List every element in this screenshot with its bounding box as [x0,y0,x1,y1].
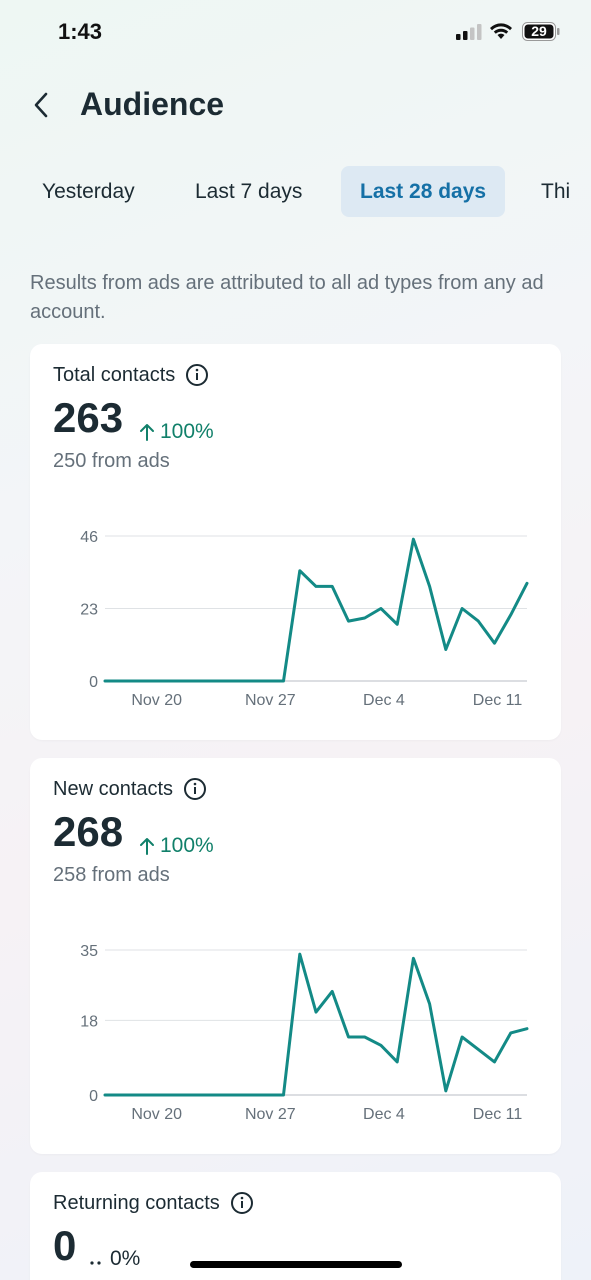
info-icon[interactable] [183,777,207,801]
cellular-signal-icon [456,24,482,40]
y-tick-label: 46 [80,529,98,546]
dots-icon [90,1261,101,1265]
x-tick-label: Nov 20 [131,1106,182,1123]
info-icon[interactable] [185,363,209,387]
change-indicator: 0% [88,1247,140,1271]
from-ads-text: 250 from ads [53,450,170,472]
metric-value: 0 [53,1222,77,1269]
attribution-note: Results from ads are attributed to all a… [30,272,544,323]
change-percent: 100% [160,834,214,857]
x-tick-label: Dec 4 [363,692,405,709]
status-time: 1:43 [58,19,103,44]
card-title-wrap: Total contacts [53,363,209,387]
change-percent: 100% [160,420,214,443]
new-contacts-card: New contacts 268 100% 258 from ads 0 18 35… [30,758,561,1154]
card-title-wrap: Returning contacts [53,1191,254,1215]
change-indicator: 100% [138,834,214,858]
tab-yesterday[interactable]: Yesterday [42,180,135,203]
metric-value: 263 [53,394,124,441]
y-tick-label: 18 [80,1013,98,1030]
tab-last-7-days[interactable]: Last 7 days [195,180,303,203]
x-tick-label: Dec 11 [473,1106,523,1123]
info-icon[interactable] [230,1191,254,1215]
x-tick-label: Nov 20 [131,692,182,709]
from-ads-text: 258 from ads [53,864,170,886]
arrow-up-icon [140,424,154,441]
page-title: Audience [80,86,225,122]
y-tick-label: 35 [80,943,98,960]
x-tick-label: Nov 27 [245,692,296,709]
tab-last-28-days[interactable]: Last 28 days [341,166,506,217]
home-indicator [190,1261,402,1268]
series-line [103,537,529,683]
back-arrow-icon[interactable] [28,90,58,120]
y-tick-label: 23 [80,602,98,619]
battery-icon [522,22,560,41]
metric-value: 268 [53,808,124,855]
card-title: Total contacts [53,363,176,386]
status-bar: 1:43 29 [0,0,591,64]
y-tick-label: 0 [89,674,98,691]
arrow-up-icon [140,838,154,855]
total-contacts-chart: 0 23 46 Nov 20 Nov 27 Dec 4 Dec 11 [80,529,529,709]
wifi-icon [490,23,512,39]
total-contacts-card: Total contacts 263 100% 250 from ads 0 23… [30,344,561,740]
change-percent: 0% [110,1247,141,1270]
x-tick-label: Dec 4 [363,1106,405,1123]
battery-level: 29 [531,23,547,39]
tab-this-month[interactable]: Thi [541,180,571,203]
card-title: Returning contacts [53,1191,220,1214]
y-tick-label: 0 [89,1088,98,1105]
series-line [103,952,529,1097]
x-tick-label: Dec 11 [473,692,523,709]
date-range-tabs: Yesterday Last 7 days Last 28 days Thi [0,166,591,218]
new-contacts-chart: 0 18 35 Nov 20 Nov 27 Dec 4 Dec 11 [80,943,529,1123]
page-header: Audience [0,80,591,132]
card-title: New contacts [53,777,174,800]
card-title-wrap: New contacts [53,777,207,801]
x-tick-label: Nov 27 [245,1106,296,1123]
change-indicator: 100% [138,420,214,444]
